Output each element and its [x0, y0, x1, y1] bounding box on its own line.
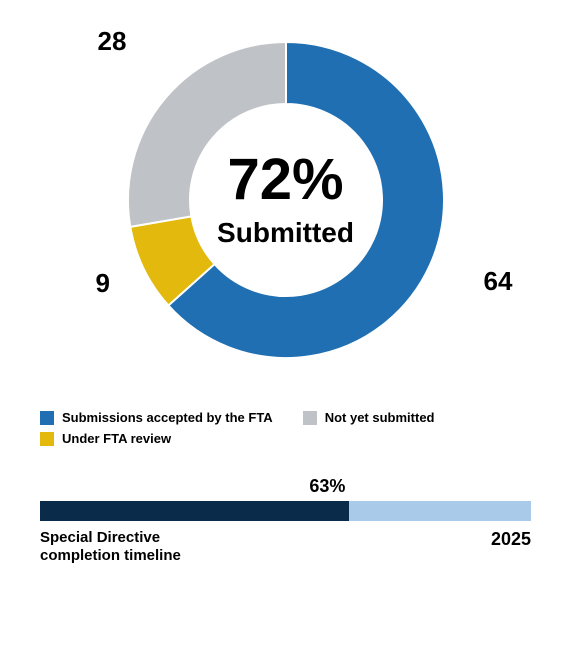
- legend: Submissions accepted by the FTA Not yet …: [40, 410, 531, 446]
- donut-slice-value-notyet: 28: [98, 26, 127, 57]
- swatch-accepted: [40, 411, 54, 425]
- donut-center-sub: Submitted: [217, 217, 354, 249]
- legend-item-review: Under FTA review: [40, 431, 171, 446]
- donut-center-percent: 72%: [217, 151, 354, 209]
- progress-left-label: Special Directive completion timeline: [40, 529, 240, 565]
- donut-center-label: 72% Submitted: [217, 151, 354, 249]
- progress-section: 63% Special Directive completion timelin…: [40, 476, 531, 565]
- legend-label: Not yet submitted: [325, 410, 435, 425]
- legend-label: Submissions accepted by the FTA: [62, 410, 273, 425]
- swatch-notyet: [303, 411, 317, 425]
- donut-slice-value-accepted: 64: [484, 266, 513, 297]
- legend-item-notyet: Not yet submitted: [303, 410, 435, 425]
- legend-label: Under FTA review: [62, 431, 171, 446]
- swatch-review: [40, 432, 54, 446]
- donut-slice-value-review: 9: [96, 268, 110, 299]
- progress-percent-label: 63%: [309, 476, 531, 497]
- progress-bar: [40, 501, 531, 521]
- legend-item-accepted: Submissions accepted by the FTA: [40, 410, 273, 425]
- donut-chart: 72% Submitted 64 9 28: [106, 20, 466, 380]
- progress-fill: [40, 501, 349, 521]
- progress-right-label: 2025: [491, 529, 531, 550]
